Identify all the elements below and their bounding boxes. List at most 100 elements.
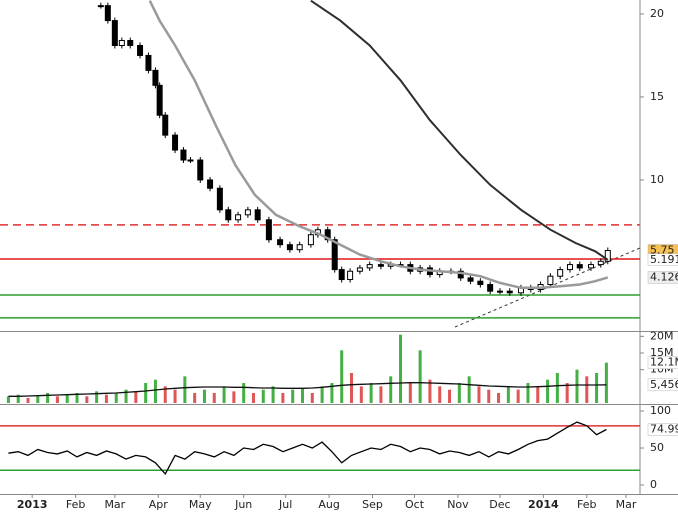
volume-bar	[477, 386, 481, 403]
volume-bar	[448, 389, 452, 403]
candle	[118, 40, 125, 46]
panel	[0, 421, 640, 476]
volume-bar	[281, 393, 285, 403]
volume-bar	[438, 386, 442, 403]
candle	[216, 187, 223, 211]
y-tick-label: 15	[650, 90, 664, 103]
volume-average	[8, 382, 607, 397]
volume-bar	[340, 350, 344, 403]
volume-bar	[212, 393, 216, 403]
volume-bar	[36, 396, 40, 403]
candle	[587, 264, 594, 269]
volume-bar	[359, 386, 363, 403]
candle	[307, 234, 314, 246]
volume-bar	[418, 350, 422, 403]
value-tag	[647, 271, 678, 284]
volume-bar	[26, 398, 30, 403]
candle	[137, 44, 144, 56]
candle	[347, 270, 354, 281]
volume-bar	[604, 362, 608, 403]
value-tag-label: 5,456	[650, 378, 678, 391]
volume-bar	[369, 383, 373, 403]
x-tick-label: Apr	[149, 498, 169, 511]
volume-bar	[75, 393, 79, 403]
volume-bar	[144, 383, 148, 403]
value-tag	[647, 378, 678, 392]
volume-bar	[506, 386, 510, 403]
value-tag-label: 5.191	[650, 253, 678, 266]
candle	[127, 40, 134, 46]
volume-bar	[271, 386, 275, 403]
x-tick-label: Dec	[489, 498, 510, 511]
volume-bar	[350, 373, 354, 403]
volume-bar	[16, 394, 20, 403]
value-tag	[647, 253, 678, 267]
candle	[597, 260, 604, 266]
candle	[104, 5, 111, 22]
candle	[576, 264, 583, 269]
volume-bar	[497, 393, 501, 403]
volume-bar	[85, 396, 89, 403]
candle	[172, 134, 179, 151]
candle	[338, 269, 345, 281]
volume-bar	[202, 389, 206, 403]
candle	[111, 20, 118, 46]
candle	[162, 114, 169, 136]
volume-bar	[320, 386, 324, 403]
volume-bar	[300, 388, 304, 403]
y-tick-label: 15M	[650, 346, 674, 359]
value-tag	[647, 423, 678, 436]
value-tag-label: 5.75	[650, 243, 675, 256]
y-tick-label: 50	[650, 441, 664, 454]
x-tick-label: Feb	[66, 498, 85, 511]
candle	[197, 159, 204, 181]
panel	[6, 334, 608, 403]
volume-bar	[114, 393, 118, 403]
candle	[207, 179, 214, 189]
volume-bar	[457, 383, 461, 403]
candle	[225, 209, 232, 221]
candle	[467, 277, 474, 282]
candle	[145, 54, 152, 71]
volume-bar	[536, 386, 540, 403]
volume-bar	[261, 389, 265, 403]
y-tick-label: 10	[650, 173, 664, 186]
volume-bar	[291, 389, 295, 403]
x-tick-label: Sep	[362, 498, 383, 511]
volume-bar	[408, 383, 412, 403]
candle	[566, 264, 573, 271]
value-tag-label: 4.126	[650, 270, 678, 283]
volume-bar	[399, 334, 403, 403]
volume-bar	[330, 383, 334, 403]
candle	[254, 209, 261, 221]
candle	[244, 209, 251, 216]
candle	[356, 267, 363, 272]
candle	[187, 159, 194, 162]
volume-bar	[428, 379, 432, 403]
candle	[277, 239, 284, 246]
candle	[180, 149, 187, 161]
value-tag-label: 12.1M	[650, 356, 678, 369]
x-tick-label: Jun	[234, 498, 252, 511]
volume-bar	[124, 389, 128, 403]
volume-bar	[487, 389, 491, 403]
volume-bar	[242, 383, 246, 403]
volume-bar	[389, 376, 393, 403]
x-tick-label: Aug	[318, 498, 339, 511]
candle	[97, 5, 104, 8]
candle	[331, 239, 338, 271]
value-tag	[647, 356, 678, 369]
y-tick-label: 0	[650, 478, 657, 491]
candle	[477, 280, 484, 286]
y-tick-label: 20M	[650, 329, 674, 342]
candle	[506, 290, 513, 294]
volume-bar	[95, 391, 99, 403]
volume-bar	[163, 386, 167, 403]
volume-bar	[575, 369, 579, 403]
candle	[547, 275, 554, 286]
candle	[152, 69, 159, 86]
series-line	[310, 0, 609, 261]
candle	[557, 269, 564, 277]
